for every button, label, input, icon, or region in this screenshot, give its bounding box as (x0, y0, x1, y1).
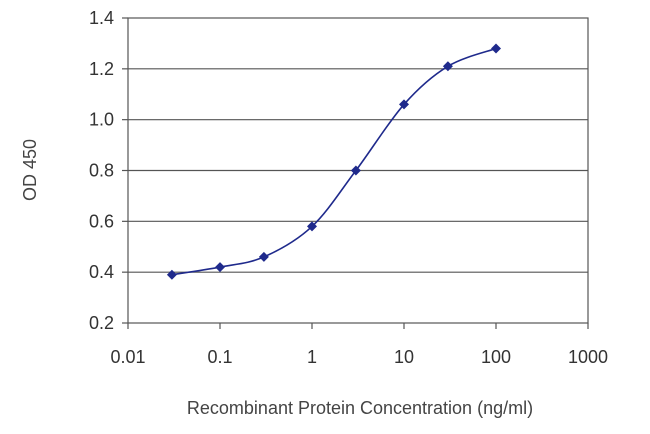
y-tick-label: 0.8 (89, 161, 114, 181)
series-line (171, 47, 497, 276)
data-point (307, 221, 317, 232)
x-axis-title: Recombinant Protein Concentration (ng/ml… (187, 398, 533, 418)
y-axis-title: OD 450 (20, 139, 40, 201)
x-axis: 0.01 0.1 1 10 100 1000 (110, 323, 608, 367)
data-point (350, 165, 361, 176)
data-point (399, 99, 409, 110)
x-tick-label: 0.01 (110, 347, 145, 367)
x-tick-label: 100 (481, 347, 511, 367)
y-tick-label: 1.2 (89, 59, 114, 79)
y-tick-label: 0.6 (89, 211, 114, 231)
data-point (491, 43, 501, 54)
x-tick-label: 1000 (568, 347, 608, 367)
y-tick-label: 1.0 (89, 110, 114, 130)
x-tick-label: 0.1 (207, 347, 232, 367)
y-axis: 0.2 0.4 0.6 0.8 1.0 1.2 1.4 (89, 8, 128, 333)
data-point (166, 269, 177, 280)
data-point (258, 251, 269, 262)
series (166, 43, 501, 280)
x-tick-label: 1 (307, 347, 317, 367)
x-tick-label: 10 (394, 347, 414, 367)
y-tick-label: 1.4 (89, 8, 114, 28)
data-point (442, 61, 453, 72)
y-tick-label: 0.2 (89, 313, 114, 333)
data-point (215, 262, 225, 273)
y-tick-label: 0.4 (89, 262, 114, 282)
